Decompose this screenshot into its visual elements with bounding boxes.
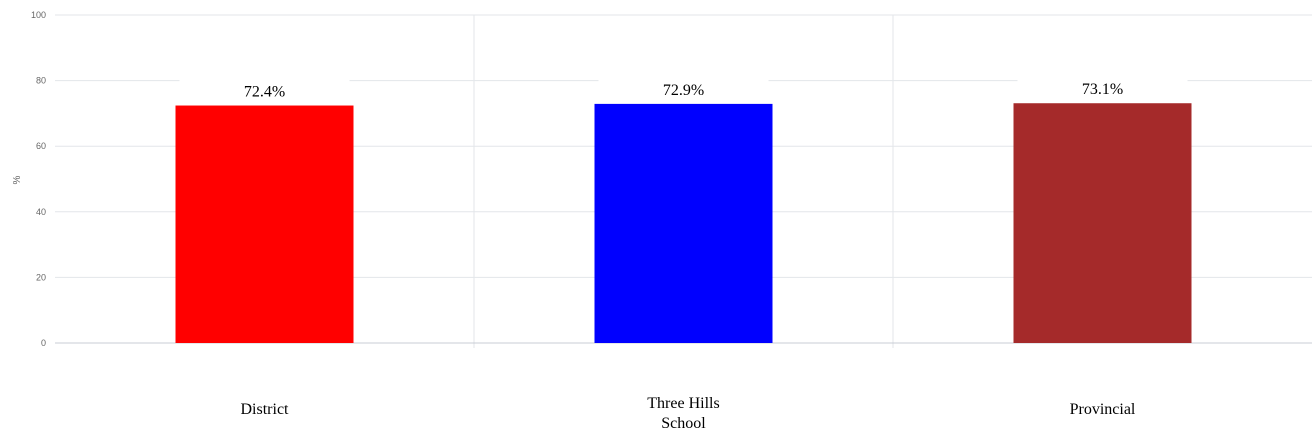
bar-0 xyxy=(175,105,354,343)
category-label-line: Provincial xyxy=(1070,401,1136,418)
category-label-line: Three Hills xyxy=(647,395,719,412)
y-tick-label: 80 xyxy=(36,76,46,86)
data-label-2: 73.1% xyxy=(1082,81,1123,98)
y-tick-label: 20 xyxy=(36,272,46,282)
category-labels: District Three Hills School Provincial xyxy=(241,395,1136,432)
bar-1 xyxy=(594,103,773,343)
category-label-1: Three Hills School xyxy=(647,395,719,432)
data-label-0: 72.4% xyxy=(244,84,285,101)
data-label-bg-1 xyxy=(598,76,769,99)
category-label-line: District xyxy=(241,401,290,418)
data-labels: 72.4% 72.9% 73.1% xyxy=(179,76,1188,101)
y-tick-label: 40 xyxy=(36,207,46,217)
data-label-1: 72.9% xyxy=(663,82,704,99)
bars xyxy=(175,103,1192,344)
bar-2 xyxy=(1013,103,1192,344)
data-label-bg-2 xyxy=(1017,76,1188,99)
data-label-bg-0 xyxy=(179,78,350,101)
y-axis-ticks: 0 20 40 60 80 100 xyxy=(31,10,46,348)
category-label-0: District xyxy=(241,401,290,418)
y-tick-label: 0 xyxy=(41,338,46,348)
category-label-2: Provincial xyxy=(1070,401,1136,418)
y-tick-label: 100 xyxy=(31,10,46,20)
category-label-line: School xyxy=(661,415,706,432)
y-axis-label: % xyxy=(12,175,23,184)
y-tick-label: 60 xyxy=(36,141,46,151)
